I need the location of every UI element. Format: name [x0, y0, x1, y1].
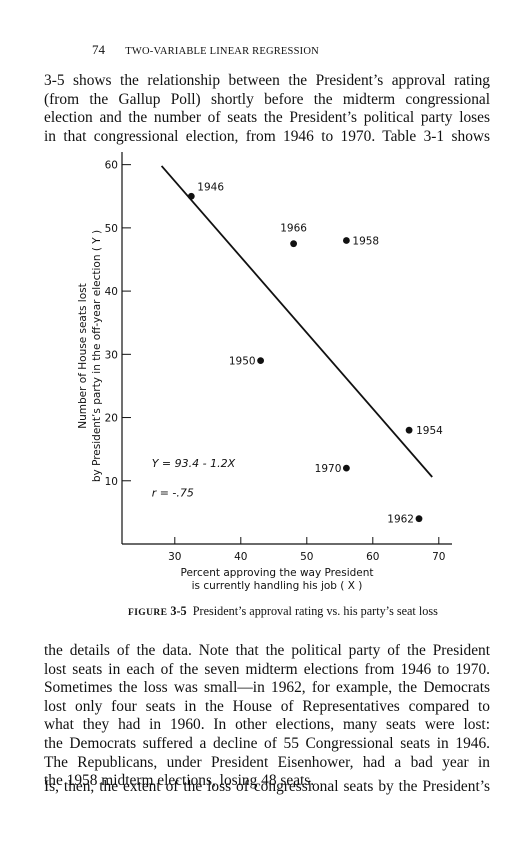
- data-point: [405, 426, 413, 434]
- paragraph-top: 3-5 shows the relationship between the P…: [44, 72, 490, 146]
- data-point-label: 1966: [280, 223, 307, 235]
- y-axis-label: Number of House seats lost: [77, 283, 89, 428]
- text-line: election and the number of seats the Pre…: [44, 109, 490, 127]
- y-tick-label: 40: [105, 286, 118, 298]
- y-tick-label: 60: [105, 160, 118, 172]
- regression-equation: Y = 93.4 - 1.2X: [152, 457, 236, 470]
- data-point-label: 1958: [352, 236, 379, 248]
- scatter-chart: 30 40 50 60 70 10 20 30 40 50 60 1946 1966 1958 1950 19…: [77, 152, 452, 592]
- text-line: the Democrats suffered a decline of 55 C…: [44, 734, 490, 752]
- text-line: (from the Gallup Poll) shortly before th…: [44, 90, 490, 108]
- x-tick-label: 40: [234, 551, 247, 563]
- data-point: [257, 357, 264, 365]
- data-point-label: 1962: [387, 514, 414, 526]
- y-tick-label: 10: [105, 476, 118, 488]
- data-point: [343, 464, 350, 472]
- data-point: [343, 237, 350, 244]
- paragraph-last: Is, then, the extent of the loss of cong…: [44, 778, 490, 797]
- y-tick-label: 50: [105, 223, 118, 235]
- figure-caption-text: President’s approval rating vs. his part…: [192, 604, 438, 618]
- data-point-label: 1946: [197, 181, 224, 193]
- x-tick-label: 50: [300, 551, 313, 563]
- y-tick-label: 20: [105, 413, 118, 425]
- x-tick-label: 60: [366, 551, 379, 563]
- page-header: 74 TWO-VARIABLE LINEAR REGRESSION: [92, 42, 319, 58]
- x-tick-label: 70: [432, 551, 445, 563]
- text-line: what they had in 1960. In other election…: [44, 716, 490, 734]
- figure-label: FIGURE: [128, 608, 168, 618]
- x-axis-label: Percent approving the way President: [180, 567, 373, 579]
- figure-number: 3-5: [170, 604, 187, 618]
- data-point-label: 1954: [416, 425, 443, 437]
- text-line: the 1958 midterm elections, losing 48 se…: [44, 772, 315, 790]
- y-tick-label: 30: [105, 349, 118, 361]
- text-line: in that congressional election, from 194…: [44, 127, 490, 145]
- page-number: 74: [92, 42, 105, 57]
- data-point: [187, 192, 195, 200]
- y-axis-label: by President’s party in the off-year ele…: [91, 230, 103, 482]
- text-line: Sometimes the loss was small—in 1962, fo…: [44, 679, 490, 697]
- correlation-label: r = -.75: [152, 487, 194, 500]
- text-line: 3-5 shows the relationship between the P…: [44, 72, 490, 89]
- data-point: [290, 240, 297, 248]
- paragraph-bottom: the details of the data. Note that the p…: [44, 642, 490, 791]
- text-line: lost seats in each of the seven midterm …: [44, 660, 490, 678]
- data-point: [415, 515, 423, 523]
- text-line: The Republicans, under President Eisenho…: [44, 753, 490, 771]
- running-title: TWO-VARIABLE LINEAR REGRESSION: [125, 46, 319, 57]
- regression-line: [160, 165, 433, 478]
- data-point-label: 1970: [315, 463, 342, 475]
- text-line: the details of the data. Note that the p…: [44, 642, 490, 659]
- x-tick-label: 30: [168, 551, 181, 563]
- text-line: lost only four seats in the House of Rep…: [44, 697, 490, 715]
- data-point-label: 1950: [229, 356, 256, 368]
- figure-caption: FIGURE 3-5 President’s approval rating v…: [128, 604, 438, 619]
- x-axis-label: is currently handling his job ( X ): [192, 580, 363, 592]
- text-line: Is, then, the extent of the loss of cong…: [44, 778, 490, 795]
